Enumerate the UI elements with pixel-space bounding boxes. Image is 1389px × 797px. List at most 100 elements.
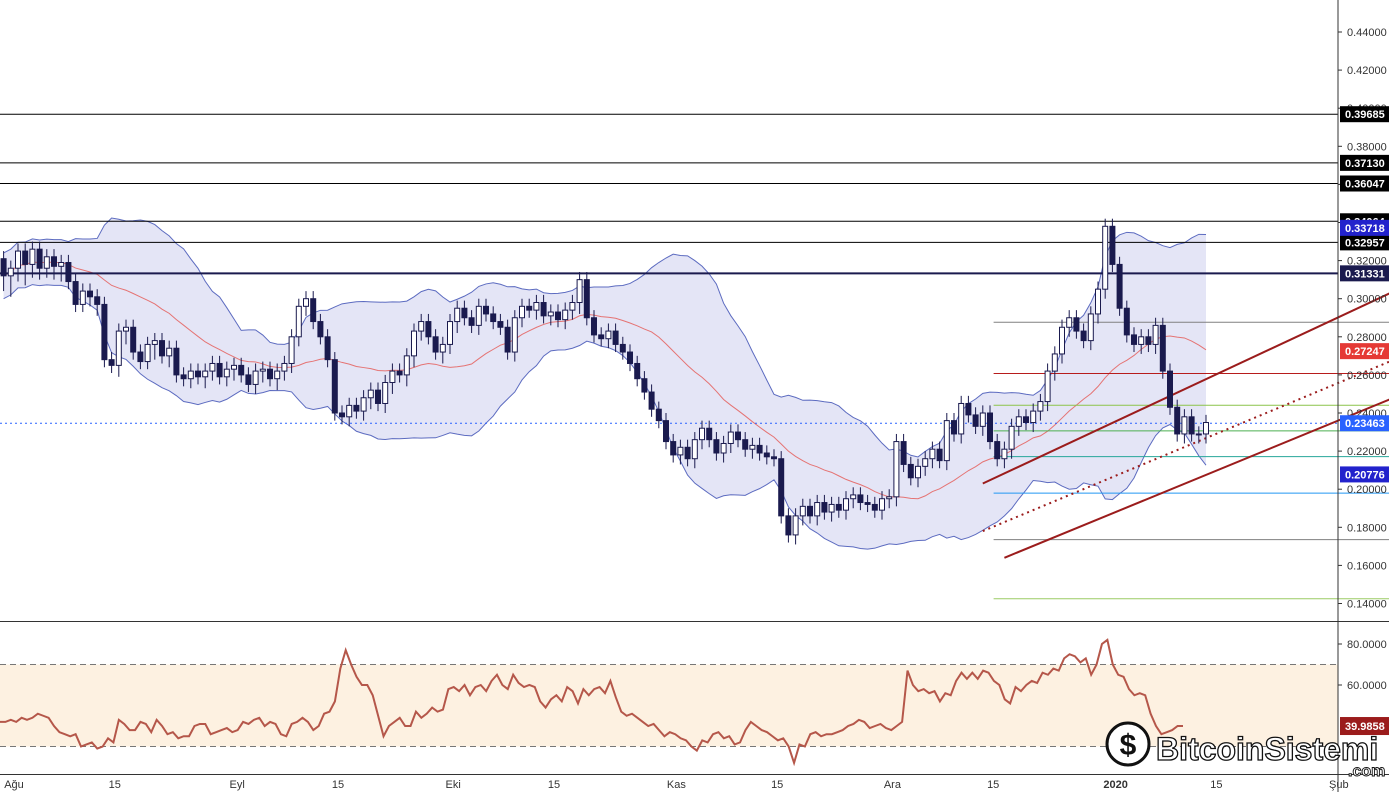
time-tick-label: Kas — [667, 779, 686, 791]
candle-body — [1131, 334, 1137, 345]
time-tick-label: Eki — [446, 779, 461, 791]
candle-body — [468, 317, 475, 326]
candle-body — [972, 414, 979, 427]
candle-body — [1037, 401, 1044, 412]
candle-body — [1080, 330, 1087, 342]
candle-body — [1059, 326, 1065, 355]
price-tick-label: 0.22000 — [1347, 446, 1387, 458]
candle-body — [180, 374, 187, 380]
level-price-label: 0.39685 — [1345, 109, 1385, 121]
candle-body — [785, 515, 792, 536]
candle-body — [648, 391, 655, 410]
candle-body — [151, 340, 158, 345]
candle-body — [1203, 422, 1209, 435]
candle-body — [684, 446, 691, 460]
bitcoin-symbol-icon: $ — [1120, 729, 1137, 762]
candle-body — [605, 330, 612, 340]
candle-body — [353, 404, 360, 412]
candle-body — [670, 441, 677, 456]
candle-body — [951, 420, 957, 435]
candle-body — [562, 309, 569, 321]
candle-body — [331, 359, 338, 414]
badge-price-label: 0.23463 — [1345, 418, 1385, 430]
candle-body — [943, 420, 950, 462]
price-tick-label: 0.38000 — [1347, 141, 1387, 153]
candle-body — [173, 347, 180, 376]
candle-body — [324, 336, 331, 361]
candle-body — [749, 444, 756, 450]
candle-body — [29, 248, 36, 265]
candle-body — [677, 446, 684, 456]
candle-body — [1167, 370, 1173, 408]
candle-body — [987, 412, 993, 443]
candle-body — [1066, 317, 1073, 328]
candle-body — [79, 290, 86, 305]
candle-body — [130, 326, 137, 353]
candle-body — [807, 505, 813, 517]
candle-body — [439, 343, 446, 353]
candle-body — [15, 250, 21, 269]
candle-body — [792, 515, 799, 536]
candle-body — [490, 313, 497, 323]
price-channel — [982, 292, 1389, 559]
candle-body — [209, 362, 216, 372]
osc-last-value-bg — [1340, 717, 1389, 736]
candle-body — [382, 382, 389, 404]
candle-body — [519, 305, 525, 319]
candle-body — [1188, 416, 1195, 435]
candle-body — [864, 502, 871, 505]
candle-body — [511, 317, 518, 353]
candle-body — [281, 362, 288, 372]
candle-body — [504, 326, 511, 353]
candle-body — [821, 502, 828, 513]
candle-body — [1195, 433, 1202, 436]
time-axis: Ağu15Eyl15Eki15Kas15Ara15202015Şub15Mar1… — [4, 779, 1349, 791]
candle-body — [663, 420, 669, 443]
candle-body — [540, 302, 547, 317]
candle-body — [569, 302, 576, 311]
candle-body — [893, 441, 900, 498]
candle-body — [1023, 416, 1029, 424]
candle-body — [576, 279, 583, 304]
bollinger-fill — [3, 218, 1207, 550]
candle-body — [1174, 406, 1181, 435]
candle-body — [51, 256, 57, 267]
candle-body — [900, 441, 907, 465]
candle-body — [634, 362, 641, 380]
candle-body — [871, 503, 878, 511]
price-tick-label: 0.32000 — [1347, 256, 1387, 268]
price-tick-label: 0.28000 — [1347, 332, 1387, 344]
candle-body — [763, 452, 770, 458]
candle-body — [756, 444, 763, 454]
candle-body — [389, 370, 396, 384]
candle-body — [814, 502, 821, 517]
candle-body — [1008, 425, 1015, 450]
level-price-label: 0.37130 — [1345, 158, 1385, 170]
candle-body — [1181, 416, 1188, 435]
candle-body — [461, 307, 468, 319]
candle-body — [288, 336, 295, 364]
candle-body — [87, 290, 93, 298]
candle-body — [1051, 353, 1058, 372]
candle-body — [742, 439, 749, 450]
price-tick-label: 0.26000 — [1347, 370, 1387, 382]
candle-body — [94, 296, 101, 305]
badge-price-label-bg — [1340, 415, 1389, 432]
candle-body — [310, 298, 317, 323]
candle-body — [101, 303, 108, 361]
candle-body — [159, 340, 165, 357]
candle-body — [0, 258, 7, 277]
candle-body — [886, 496, 893, 500]
candle-body — [259, 368, 266, 372]
osc-tick-label: 80.0000 — [1347, 639, 1387, 651]
price-tick-label: 0.18000 — [1347, 522, 1387, 534]
time-tick-label: Şub — [1329, 779, 1349, 791]
candle-body — [454, 307, 461, 323]
candle-body — [627, 351, 633, 364]
candle-body — [166, 347, 173, 357]
candle-body — [691, 439, 698, 460]
time-tick-label: 15 — [332, 779, 344, 791]
candle-body — [7, 267, 14, 277]
candle-body — [965, 402, 972, 416]
candle-body — [879, 498, 885, 511]
